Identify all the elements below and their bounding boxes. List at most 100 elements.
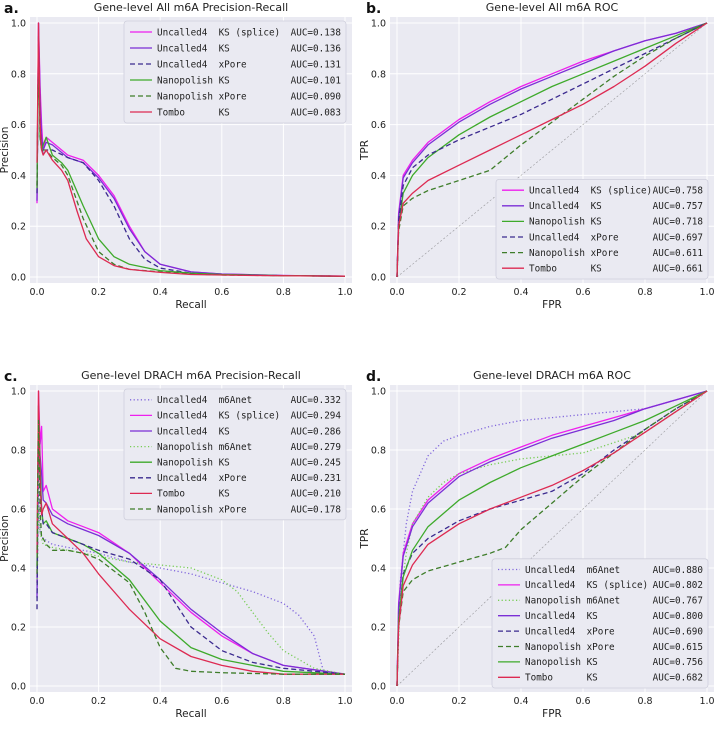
chart-title: Gene-level DRACH m6A Precision-Recall <box>81 369 301 382</box>
legend-entry-label: Uncalled4 KS <box>157 426 230 437</box>
series-line <box>36 419 345 675</box>
legend: Uncalled4 KS (splice) AUC=0.758 Uncalled4 … <box>495 178 709 280</box>
legend-entry-label: Nanopolish KS <box>157 75 230 86</box>
y-tick-label: 0.0 <box>11 273 26 284</box>
legend-entry-label: Uncalled4 KS (splice) <box>529 186 652 197</box>
series-line <box>36 478 346 675</box>
x-tick-label: 0.2 <box>91 696 106 707</box>
legend-entry-label: Tombo KS <box>529 264 602 275</box>
series-line <box>396 22 708 278</box>
legend-entry-label: Uncalled4 KS (splice) <box>157 411 280 422</box>
legend-entry-auc: AUC=0.758 <box>653 186 703 197</box>
legend-entry-label: Nanopolish m6Anet <box>157 442 252 453</box>
legend-frame <box>491 558 709 689</box>
x-tick-label: 0.0 <box>389 287 404 298</box>
series-line <box>396 390 708 687</box>
y-tick-label: 0.0 <box>371 682 386 693</box>
chart-title: Gene-level All m6A ROC <box>486 1 619 14</box>
y-tick-label: 1.0 <box>11 387 26 398</box>
x-tick-label: 1.0 <box>337 287 352 298</box>
legend-entry-auc: AUC=0.802 <box>653 580 703 591</box>
panel-label: a. <box>4 1 19 17</box>
chance-diagonal <box>396 390 708 687</box>
y-tick-label: 0.6 <box>371 505 386 516</box>
series-group <box>396 22 708 278</box>
y-tick-label: 0.4 <box>371 564 386 575</box>
legend-entry-label: Uncalled4 KS (splice) <box>525 580 648 591</box>
series-line <box>396 390 708 687</box>
legend-entry-auc: AUC=0.756 <box>653 657 703 668</box>
series-line <box>396 390 708 687</box>
panel-label: b. <box>366 1 381 17</box>
x-tick-label: 0.8 <box>637 287 652 298</box>
x-tick-label: 0.0 <box>29 696 44 707</box>
y-tick-label: 0.0 <box>11 682 26 693</box>
x-tick-label: 0.2 <box>91 287 106 298</box>
legend-entry-label: Tombo KS <box>157 107 230 118</box>
legend-entry-label: Uncalled4 m6Anet <box>157 395 252 406</box>
x-axis-label: Recall <box>175 299 206 311</box>
x-tick-label: 1.0 <box>699 287 714 298</box>
y-tick-label: 0.6 <box>11 505 26 516</box>
legend: Uncalled4 m6Anet AUC=0.880 Uncalled4 KS (s… <box>491 558 709 689</box>
legend-entry-auc: AUC=0.682 <box>653 673 703 684</box>
series-group <box>396 390 708 687</box>
x-axis-label: FPR <box>542 708 562 720</box>
legend-entry-label: Nanopolish KS <box>525 657 598 668</box>
legend-entry-auc: AUC=0.286 <box>291 426 341 437</box>
series-line <box>396 390 708 687</box>
x-tick-label: 0.8 <box>276 287 291 298</box>
x-tick-label: 0.0 <box>389 696 404 707</box>
legend-entry-auc: AUC=0.131 <box>291 59 341 70</box>
x-tick-label: 0.4 <box>153 696 168 707</box>
legend-entry-auc: AUC=0.690 <box>653 626 703 637</box>
x-tick-label: 0.6 <box>214 287 229 298</box>
series-line <box>396 22 708 278</box>
legend-entry-label: Nanopolish m6Anet <box>525 596 620 607</box>
y-axis-label: Precision <box>0 127 11 174</box>
legend-entry-auc: AUC=0.611 <box>653 248 703 259</box>
legend-entry-auc: AUC=0.615 <box>653 642 703 653</box>
y-tick-label: 1.0 <box>11 19 26 30</box>
legend-entry-auc: AUC=0.661 <box>653 264 703 275</box>
series-group <box>36 390 346 675</box>
legend-entry-auc: AUC=0.718 <box>653 217 703 228</box>
y-tick-label: 0.8 <box>371 69 386 80</box>
legend-entry-auc: AUC=0.697 <box>653 232 703 243</box>
y-axis-label: TPR <box>359 140 371 161</box>
x-tick-label: 0.6 <box>575 287 590 298</box>
x-tick-label: 0.4 <box>153 287 168 298</box>
panel-c: 0.0 0.2 0.4 0.6 0.8 1.0 0.0 0.2 0.4 0.6 0.8 1.0 Gene… <box>0 369 353 720</box>
series-group <box>36 22 346 277</box>
legend-entry-auc: AUC=0.231 <box>291 473 341 484</box>
panel-a: 0.0 0.2 0.4 0.6 0.8 1.0 0.0 0.2 0.4 0.6 0.8 1.0 Gene… <box>0 1 353 311</box>
legend-entry-auc: AUC=0.138 <box>291 27 341 38</box>
legend-entry-label: Uncalled4 KS (splice) <box>157 27 280 38</box>
legend: Uncalled4 KS (splice) AUC=0.138 Uncalled4 … <box>123 20 347 124</box>
y-tick-label: 1.0 <box>371 19 386 30</box>
panel-b: 0.0 0.2 0.4 0.6 0.8 1.0 0.0 0.2 0.4 0.6 0.8 1.0 Gene… <box>359 1 715 311</box>
series-line <box>36 405 346 675</box>
legend-entry-label: Nanopolish xPore <box>157 504 247 515</box>
legend-entry-label: Uncalled4 xPore <box>529 232 619 243</box>
legend-entry-auc: AUC=0.767 <box>653 596 703 607</box>
series-line <box>36 22 346 277</box>
y-tick-label: 0.4 <box>11 564 26 575</box>
panel-d: 0.0 0.2 0.4 0.6 0.8 1.0 0.0 0.2 0.4 0.6 0.8 1.0 Gene… <box>359 369 715 720</box>
chance-diagonal <box>396 22 708 278</box>
legend-entry-auc: AUC=0.090 <box>291 91 341 102</box>
legend-entry-label: Nanopolish xPore <box>525 642 615 653</box>
legend-entry-auc: AUC=0.210 <box>291 489 341 500</box>
panel-label: d. <box>366 369 381 385</box>
series-line <box>36 22 346 277</box>
legend-frame <box>123 388 347 521</box>
legend-entry-label: Uncalled4 KS <box>529 201 602 212</box>
x-tick-label: 0.0 <box>29 287 44 298</box>
legend-entry-auc: AUC=0.136 <box>291 43 341 54</box>
x-tick-label: 1.0 <box>337 696 352 707</box>
x-axis-label: Recall <box>175 708 206 720</box>
series-line <box>396 22 708 278</box>
chart-title: Gene-level All m6A Precision-Recall <box>94 1 288 14</box>
series-line <box>36 390 346 675</box>
legend-entry-auc: AUC=0.083 <box>291 107 341 118</box>
